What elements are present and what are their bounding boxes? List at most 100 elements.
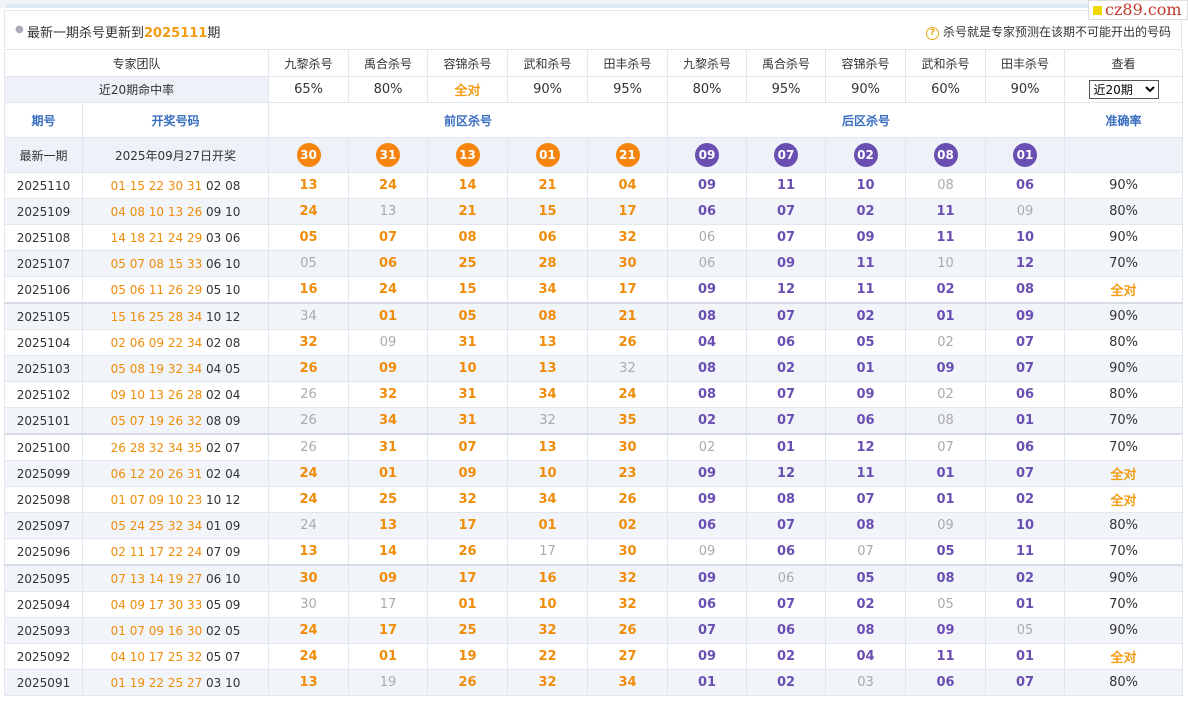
hit-rate-row: 近20期命中率 65% 80% 全对 90% 95% 80% 95% 90% 6… — [3, 76, 1184, 103]
hit-rate: 95% — [771, 82, 801, 97]
front-kill-number: 09 — [348, 564, 429, 592]
latest-date: 2025年09月27日开奖 — [81, 137, 270, 173]
front-kill-number: 26 — [268, 407, 350, 435]
back-kill-number: 06 — [825, 407, 907, 435]
front-kill-number: 26 — [427, 669, 509, 696]
back-kill-number: 12 — [746, 460, 827, 487]
period-number: 2025098 — [4, 486, 83, 513]
front-kill-number: 25 — [427, 617, 509, 644]
draw-number: 05 07 19 26 32 08 09 — [81, 407, 270, 435]
back-kill-number: 08 — [905, 172, 987, 199]
front-kill-number: 17 — [427, 564, 509, 592]
back-kill-number: 01 — [667, 669, 748, 696]
draw-front-numbers: 05 08 19 32 34 — [110, 361, 203, 376]
front-kill-number: 13 — [348, 512, 429, 539]
front-kill-number: 32 — [587, 564, 669, 592]
front-kill-number: 34 — [507, 381, 589, 408]
draw-front-numbers: 26 28 32 34 35 — [110, 440, 203, 455]
back-kill-number: 02 — [746, 669, 827, 696]
front-kill-ball: 21 — [615, 143, 640, 167]
hit-rate: 65% — [294, 82, 323, 97]
back-kill-number: 09 — [905, 512, 987, 539]
front-kill-ball: 31 — [376, 143, 401, 167]
back-kill-number: 02 — [905, 381, 987, 408]
expert-name: 容锦杀号 — [427, 49, 509, 77]
accuracy-value: 80% — [1064, 198, 1184, 225]
accuracy-value: 90% — [1064, 355, 1184, 382]
latest-update-prefix: 最新一期杀号更新到 — [27, 26, 145, 41]
front-kill-number: 24 — [348, 276, 429, 304]
period-range-select[interactable]: 近20期 — [1088, 80, 1159, 99]
front-kill-number: 34 — [348, 407, 429, 435]
watermark-text: cz89.com — [1105, 0, 1182, 19]
back-kill-number: 01 — [905, 486, 987, 513]
draw-number: 06 12 20 26 31 02 04 — [81, 460, 270, 487]
front-kill-number: 01 — [507, 512, 589, 539]
period-number: 2025094 — [4, 591, 83, 618]
back-kill-number: 07 — [985, 329, 1066, 356]
table-row: 2025093 01 07 09 16 30 02 05 24 17 25 32 26 07 0… — [4, 617, 1184, 644]
draw-back-numbers: 06 10 — [206, 571, 241, 586]
hit-rate: 90% — [533, 82, 562, 97]
expert-name: 武和杀号 — [905, 49, 987, 77]
period-number: 2025103 — [4, 355, 83, 382]
draw-back-numbers: 04 05 — [206, 361, 241, 376]
latest-update-text: 最新一期杀号更新到2025111期 — [27, 22, 220, 41]
front-kill-number: 24 — [268, 512, 350, 539]
back-kill-number: 10 — [985, 224, 1066, 251]
top-strip-bar — [6, 4, 1182, 8]
info-bar: ● 最新一期杀号更新到2025111期 ? 杀号就是专家预测在该期不可能开出的号码 — [4, 10, 1182, 48]
front-kill-number: 32 — [507, 407, 589, 435]
watermark-square-icon — [1093, 6, 1102, 15]
front-kill-number: 01 — [348, 302, 429, 330]
draw-number: 05 24 25 32 34 01 09 — [81, 512, 270, 539]
back-kill-number: 02 — [667, 407, 748, 435]
front-kill-number: 17 — [348, 617, 429, 644]
kill-number-table: 专家团队 九黎杀号 禹合杀号 容锦杀号 武和杀号 田丰杀号 九黎杀号 禹合杀号 … — [3, 49, 1184, 696]
back-kill-number: 06 — [667, 512, 748, 539]
draw-front-numbers: 05 07 08 15 33 — [110, 256, 203, 271]
hit-rate: 80% — [373, 82, 403, 97]
front-kill-number: 14 — [348, 538, 429, 566]
draw-front-numbers: 04 10 17 25 32 — [110, 649, 203, 664]
period-number: 2025102 — [4, 381, 83, 408]
accuracy-value: 80% — [1064, 381, 1184, 408]
hit-rate: 80% — [692, 82, 722, 97]
back-kill-ball: 01 — [1013, 143, 1038, 167]
front-kill-number: 13 — [268, 669, 350, 696]
back-kill-number: 08 — [825, 617, 907, 644]
expert-name: 九黎杀号 — [667, 49, 748, 77]
latest-prediction-row: 最新一期 2025年09月27日开奖 30 31 13 01 21 09 07 … — [4, 137, 1184, 173]
front-kill-number: 14 — [427, 172, 509, 199]
draw-front-numbers: 04 09 17 30 33 — [110, 597, 203, 612]
accuracy-value: 全对 — [1064, 486, 1184, 513]
table-row: 2025105 15 16 25 28 34 10 12 34 01 05 08 21 08 0… — [4, 302, 1184, 330]
draw-front-numbers: 01 15 22 30 31 — [110, 178, 203, 193]
period-number: 2025108 — [4, 224, 83, 251]
front-kill-number: 07 — [348, 224, 429, 251]
draw-back-numbers: 05 09 — [206, 597, 241, 612]
front-kill-number: 21 — [587, 302, 669, 330]
front-kill-number: 24 — [268, 460, 350, 487]
draw-back-numbers: 05 07 — [206, 649, 241, 664]
table-row: 2025097 05 24 25 32 34 01 09 24 13 17 01 02 06 0… — [4, 512, 1184, 539]
table-row: 2025108 14 18 21 24 29 03 06 05 07 08 06 32 06 0… — [4, 224, 1184, 251]
back-kill-number: 01 — [985, 591, 1066, 618]
back-kill-number: 09 — [667, 276, 748, 304]
draw-number: 15 16 25 28 34 10 12 — [81, 302, 270, 330]
back-kill-number: 01 — [985, 407, 1066, 435]
front-kill-number: 07 — [427, 433, 509, 461]
draw-number: 01 07 09 16 30 02 05 — [81, 617, 270, 644]
back-kill-number: 09 — [985, 198, 1066, 225]
expert-name: 禹合杀号 — [348, 49, 429, 77]
front-kill-number: 09 — [348, 355, 429, 382]
front-kill-number: 13 — [268, 538, 350, 566]
front-kill-ball: 30 — [296, 143, 321, 167]
draw-back-numbers: 09 10 — [206, 204, 241, 219]
back-kill-number: 08 — [905, 407, 987, 435]
front-kill-number: 15 — [507, 198, 589, 225]
front-kill-number: 21 — [507, 172, 589, 199]
col-back-kill: 后区杀号 — [667, 102, 1066, 138]
table-row: 2025102 09 10 13 26 28 02 04 26 32 31 34 24 08 0… — [4, 381, 1184, 408]
back-kill-number: 08 — [746, 486, 827, 513]
